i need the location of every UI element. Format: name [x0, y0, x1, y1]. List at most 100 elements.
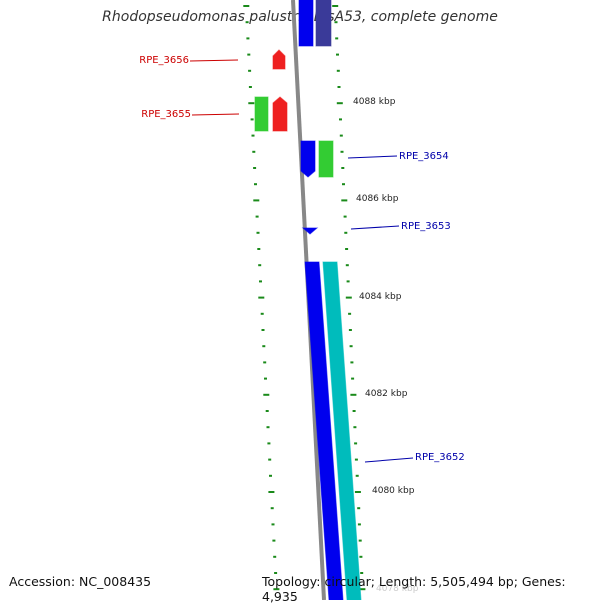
tick-mark [254, 183, 257, 186]
tick-mark [346, 280, 350, 283]
tick-mark [354, 442, 358, 445]
gene-rpe-3654-rna-shape[interactable] [318, 140, 334, 178]
tick-mark [265, 410, 269, 412]
gene-rpe-3653-leader [350, 225, 400, 230]
gene-label-rpe-3652[interactable]: RPE_3652 [415, 452, 465, 463]
tick-mark [263, 393, 270, 396]
tick-mark [271, 523, 275, 526]
tick-mark [262, 345, 266, 348]
tick-mark [259, 280, 262, 283]
gene-rpe-3655-rna-shape[interactable] [254, 96, 269, 132]
gene-rpe-3656-shape[interactable] [272, 49, 286, 70]
accession-text: Accession: NC_008435 [9, 574, 152, 589]
tick-mark [344, 231, 348, 234]
tick-mark [258, 264, 262, 267]
gene-rpe-3656-leader [189, 59, 239, 62]
tick-mark [268, 491, 275, 493]
cds-top-forward-far[interactable] [315, 0, 332, 47]
gene-rpe-3653-shape[interactable] [301, 227, 319, 235]
gene-rpe-3652-shape[interactable] [322, 261, 362, 600]
kbp-mark: 4084 kbp [359, 292, 402, 302]
tick-mark [342, 183, 345, 186]
tick-mark [255, 215, 259, 218]
gene-rpe-3655-shape[interactable] [272, 96, 288, 132]
tick-mark [256, 231, 260, 234]
tick-mark [247, 53, 251, 56]
gene-label-rpe-3655[interactable]: RPE_3655 [141, 109, 191, 120]
tick-mark [360, 572, 364, 574]
tick-mark [339, 134, 343, 137]
tick-mark [352, 410, 356, 412]
tick-mark [359, 588, 366, 591]
tick-mark [267, 442, 271, 445]
tick-mark [273, 555, 277, 558]
tick-mark [253, 199, 260, 202]
tick-mark [350, 393, 357, 396]
tick-mark [253, 167, 257, 169]
tick-mark [345, 264, 349, 267]
gene-label-rpe-3654[interactable]: RPE_3654 [399, 151, 449, 162]
gene-rpe-3655-leader [191, 113, 240, 116]
left-tick-track [243, 5, 280, 591]
tick-mark [243, 5, 250, 7]
tick-mark [263, 361, 267, 364]
tick-mark [357, 523, 361, 526]
tick-mark [345, 248, 349, 250]
tick-mark [248, 86, 252, 88]
tick-mark [251, 134, 255, 137]
gene-label-rpe-3653[interactable]: RPE_3653 [401, 221, 451, 232]
tick-mark [334, 21, 338, 24]
gene-rpe-3652-forward-shape[interactable] [304, 261, 344, 600]
tick-mark [339, 118, 342, 121]
gene-label-rpe-3656[interactable]: RPE_3656 [139, 55, 189, 66]
tick-mark [335, 37, 339, 40]
tick-mark [336, 69, 340, 72]
cds-top-forward[interactable] [298, 0, 314, 47]
tick-mark [336, 53, 339, 56]
tick-mark [349, 345, 353, 348]
tick-mark [261, 329, 265, 331]
tick-mark [250, 118, 254, 121]
tick-mark [358, 539, 362, 542]
tick-mark [273, 588, 280, 591]
tick-mark [341, 167, 345, 169]
tick-mark [350, 361, 354, 364]
tick-mark [332, 5, 339, 7]
kbp-mark-faded: 4078 kbp [376, 584, 419, 594]
gene-rpe-3652-leader [364, 457, 414, 463]
tick-mark [260, 312, 264, 315]
kbp-mark: 4082 kbp [365, 389, 408, 399]
kbp-mark: 4088 kbp [353, 97, 396, 107]
tick-mark [359, 555, 363, 558]
tick-mark [257, 248, 261, 250]
tick-mark [269, 474, 272, 477]
tick-mark [354, 491, 361, 493]
tick-mark [336, 102, 343, 105]
tick-mark [245, 21, 249, 24]
tick-mark [341, 199, 348, 202]
tick-mark [270, 507, 274, 510]
tick-mark [252, 150, 256, 153]
tick-mark [354, 458, 358, 461]
tick-mark [357, 507, 361, 510]
kbp-mark: 4080 kbp [372, 486, 415, 496]
tick-mark [264, 377, 267, 380]
gene-rpe-3654-leader [347, 155, 398, 159]
tick-mark [340, 150, 344, 153]
tick-mark [268, 458, 272, 461]
tick-mark [351, 377, 355, 380]
gene-rpe-3654-shape[interactable] [300, 140, 316, 178]
tick-mark [248, 102, 255, 105]
tick-mark [353, 426, 357, 429]
tick-mark [343, 215, 347, 218]
tick-mark [337, 86, 341, 88]
tick-mark [248, 69, 252, 72]
kbp-mark: 4086 kbp [356, 194, 399, 204]
tick-mark [348, 329, 352, 331]
tick-mark [345, 296, 352, 299]
tick-mark [272, 539, 276, 542]
right-tick-track [332, 5, 366, 591]
tick-mark [266, 426, 270, 429]
tick-mark [348, 312, 352, 315]
